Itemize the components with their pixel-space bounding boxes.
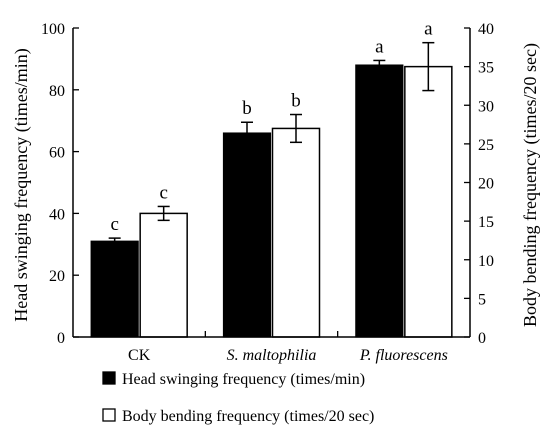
right-tick-label: 30 — [478, 98, 494, 115]
right-y-axis-label: Body bending frequency (times/20 sec) — [520, 43, 541, 327]
bar — [271, 127, 321, 338]
right-tick-label: 15 — [478, 214, 494, 231]
left-tick-label: 80 — [49, 83, 65, 100]
right-tick-label: 25 — [478, 137, 494, 154]
bar — [90, 240, 139, 338]
left-tick-label: 40 — [49, 206, 65, 223]
left-tick-label: 20 — [49, 268, 65, 285]
significance-letter: a — [375, 36, 384, 57]
legend-swatch — [102, 408, 116, 422]
significance-letter: b — [242, 98, 252, 119]
right-tick-label: 0 — [478, 330, 486, 347]
left-tick-label: 100 — [41, 21, 65, 38]
significance-letter: c — [110, 214, 118, 235]
left-y-axis-label: Head swinging frequency (times/min) — [11, 48, 32, 321]
legend: Head swinging frequency (times/min) Body … — [102, 371, 374, 425]
x-axis: CK S. maltophilia P. fluorescens — [73, 331, 470, 364]
right-y-axis: 0 5 10 15 20 25 30 35 40 — [464, 21, 494, 347]
left-tick-label: 0 — [57, 330, 65, 347]
legend-label: Head swinging frequency (times/min) — [122, 371, 365, 388]
x-tick-label: CK — [128, 347, 151, 364]
legend-swatch — [102, 371, 116, 385]
significance-letter: c — [159, 182, 167, 203]
right-tick-label: 40 — [478, 21, 494, 38]
right-tick-label: 35 — [478, 60, 494, 77]
bar — [222, 132, 272, 338]
right-tick-label: 20 — [478, 176, 494, 193]
left-y-axis: 0 20 40 60 80 100 — [41, 21, 79, 347]
significance-letter: b — [291, 91, 301, 112]
right-tick-label: 5 — [478, 291, 486, 308]
bar — [139, 212, 188, 338]
significance-letter: a — [424, 19, 433, 40]
left-tick-label: 60 — [49, 145, 65, 162]
right-tick-label: 10 — [478, 253, 494, 270]
legend-label: Body bending frequency (times/20 sec) — [122, 408, 374, 425]
bar-series: c b a c b a — [90, 19, 453, 338]
x-tick-label: S. maltophilia — [227, 347, 317, 364]
bar — [355, 64, 404, 338]
bar — [404, 65, 453, 338]
x-tick-label: P. fluorescens — [359, 347, 448, 364]
